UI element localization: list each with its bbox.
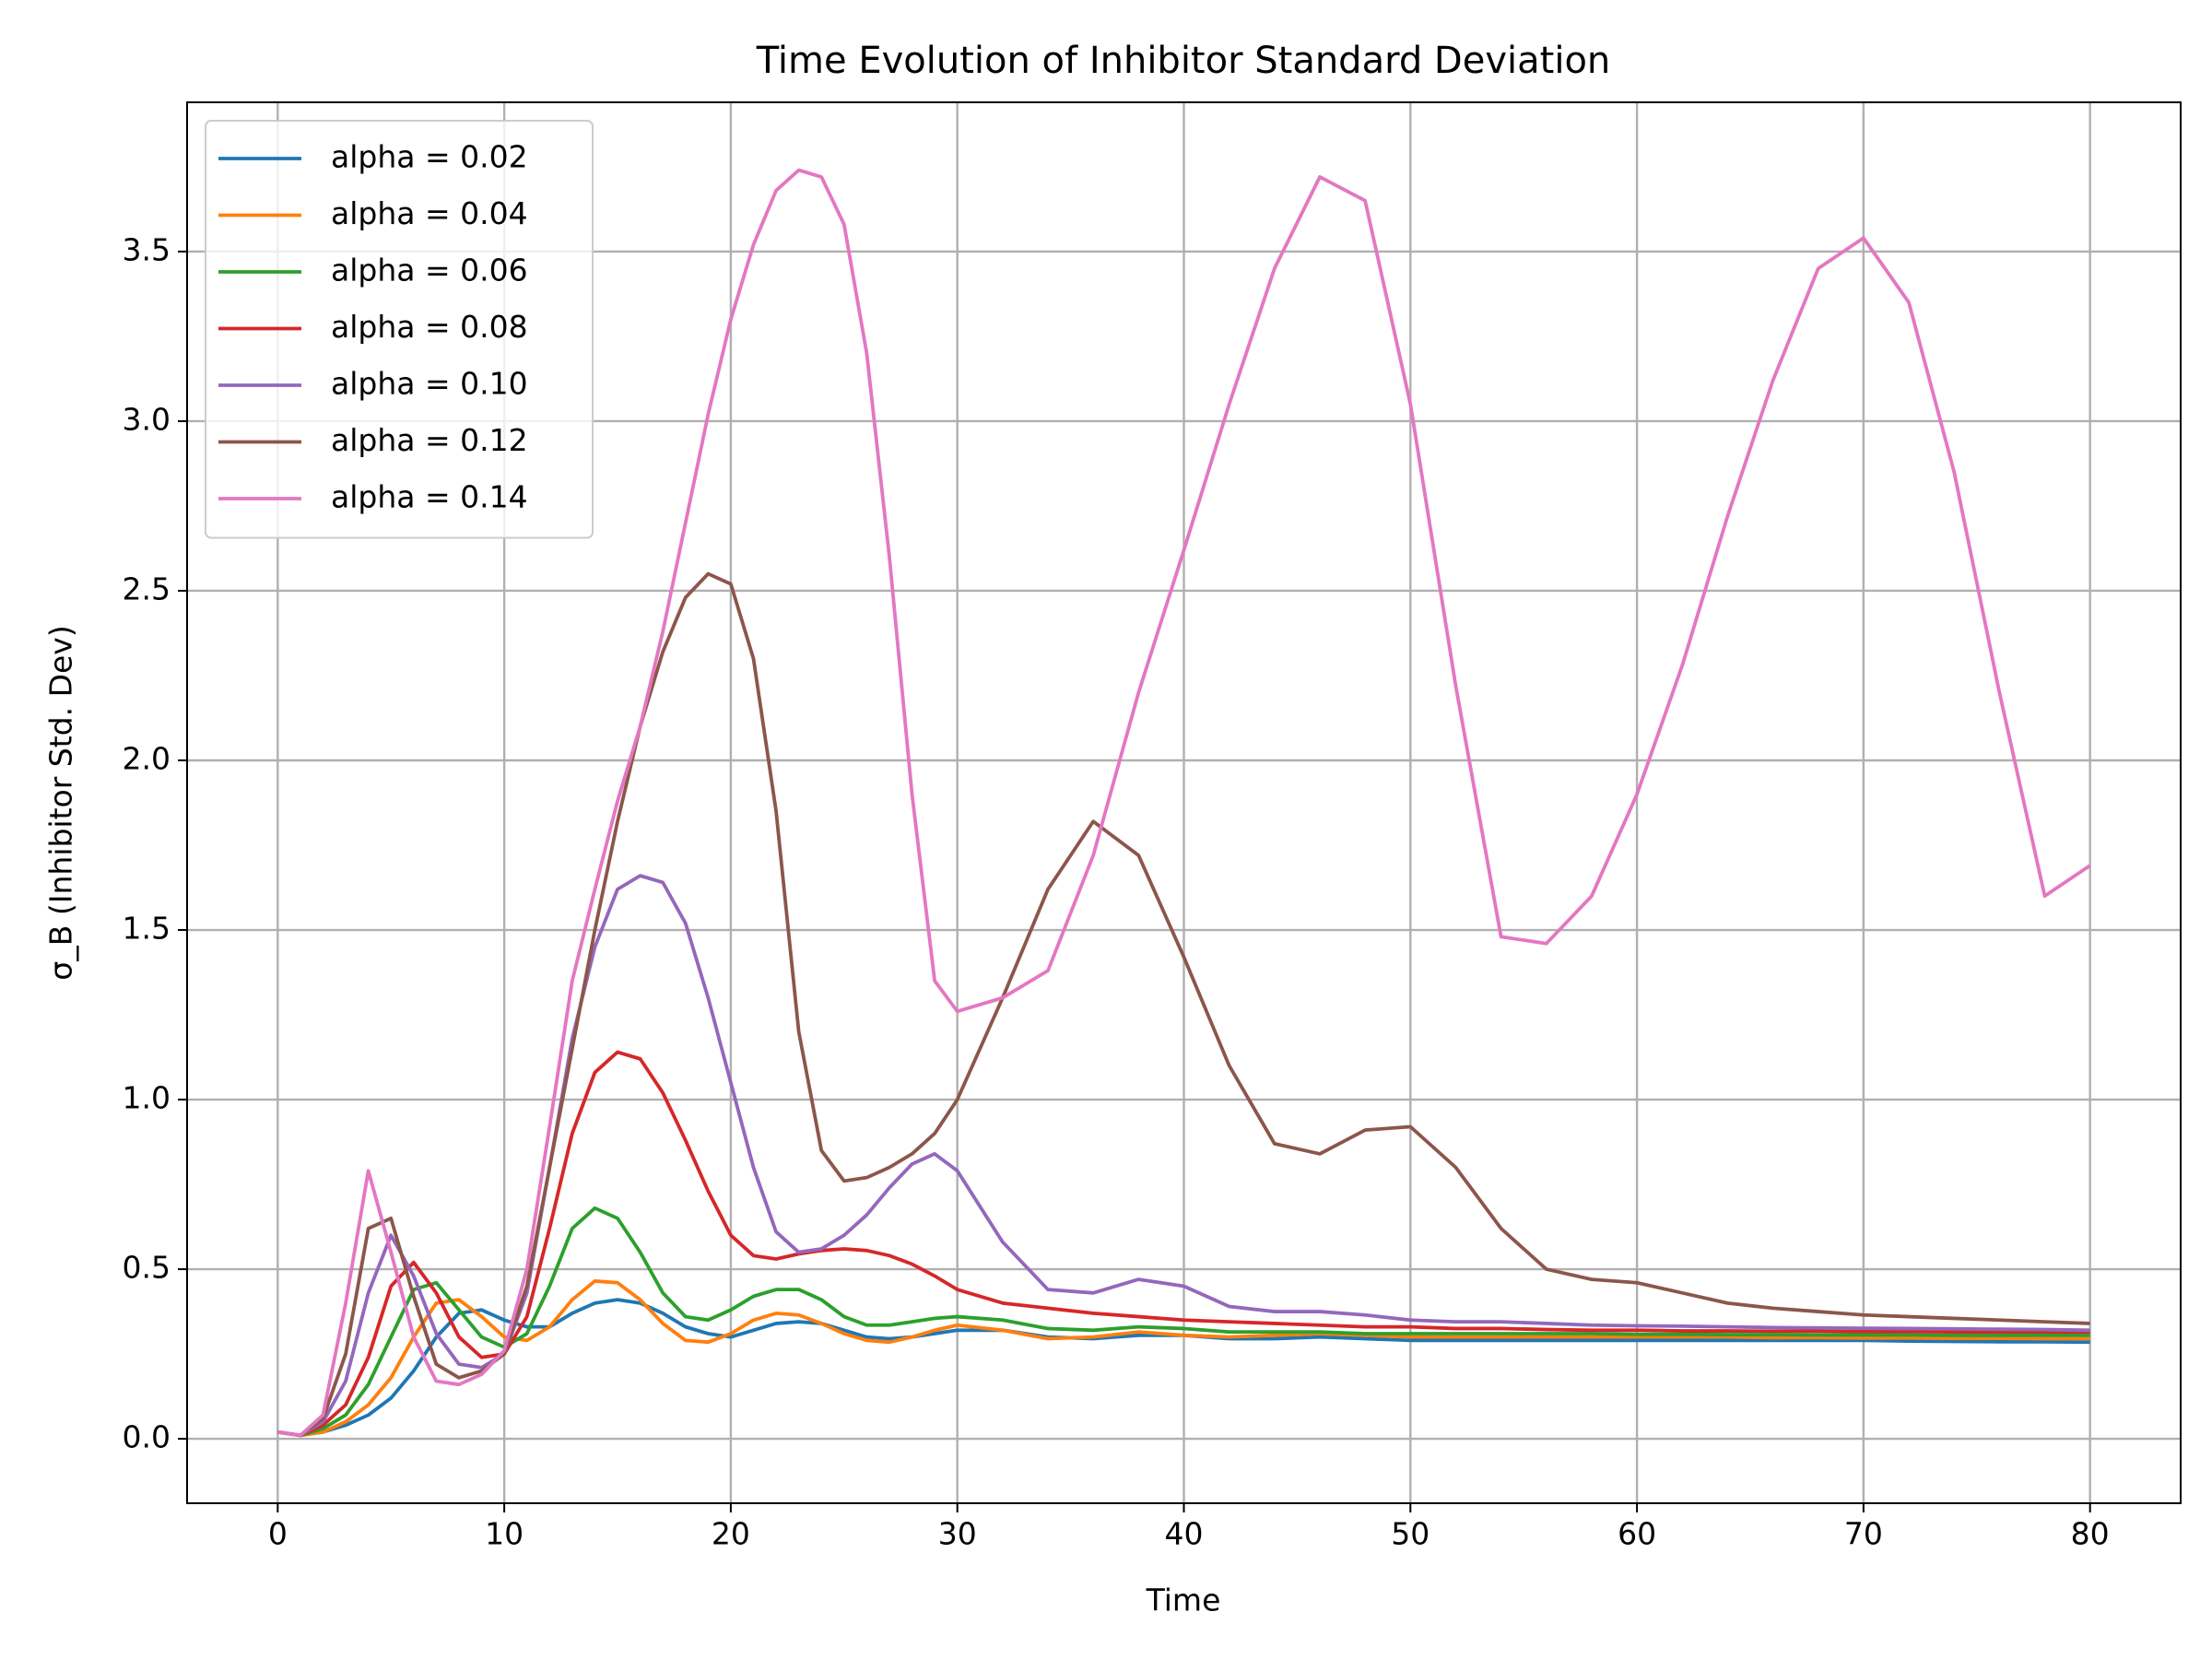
legend-label: alpha = 0.14 (331, 479, 528, 515)
y-tick-label: 2.5 (123, 571, 171, 606)
y-axis-label: σ_B (Inhibitor Std. Dev) (43, 625, 79, 980)
legend-label: alpha = 0.06 (331, 253, 528, 288)
legend: alpha = 0.02 alpha = 0.04 alpha = 0.06 alph… (205, 120, 594, 539)
x-tick-label: 70 (1844, 1516, 1883, 1552)
series-line (277, 1279, 2090, 1438)
series-line (277, 1206, 2090, 1438)
x-tick-label: 60 (1618, 1516, 1656, 1552)
y-tick-label: 0.0 (123, 1419, 171, 1455)
x-tick-label: 50 (1391, 1516, 1430, 1552)
series-line (277, 168, 2091, 1438)
legend-label: alpha = 0.08 (331, 309, 528, 345)
plot-frame (186, 101, 2182, 1504)
legend-label: alpha = 0.02 (331, 139, 528, 175)
y-tick-label: 2.0 (123, 740, 171, 776)
series-line (277, 874, 2090, 1438)
x-tick-label: 40 (1165, 1516, 1204, 1552)
x-tick-label: 30 (938, 1516, 977, 1552)
y-tick-label: 3.0 (123, 401, 171, 437)
y-tick-label: 1.5 (123, 911, 171, 947)
y-tick-label: 3.5 (123, 231, 171, 267)
legend-label: alpha = 0.04 (331, 195, 528, 231)
legend-frame (205, 120, 594, 539)
legend-label: alpha = 0.12 (331, 422, 528, 458)
series-line (277, 1050, 2090, 1438)
x-tick-label: 20 (712, 1516, 750, 1552)
x-axis-label: Time (1146, 1583, 1221, 1618)
chart-title: Time Evolution of Inhibitor Standard Dev… (756, 40, 1611, 82)
y-tick-label: 1.0 (123, 1080, 171, 1116)
legend-label: alpha = 0.10 (331, 366, 528, 402)
y-tick-label: 0.5 (123, 1250, 171, 1286)
x-tick-label: 10 (485, 1516, 524, 1552)
x-tick-label: 0 (268, 1516, 288, 1552)
x-tick-label: 80 (2071, 1516, 2110, 1552)
